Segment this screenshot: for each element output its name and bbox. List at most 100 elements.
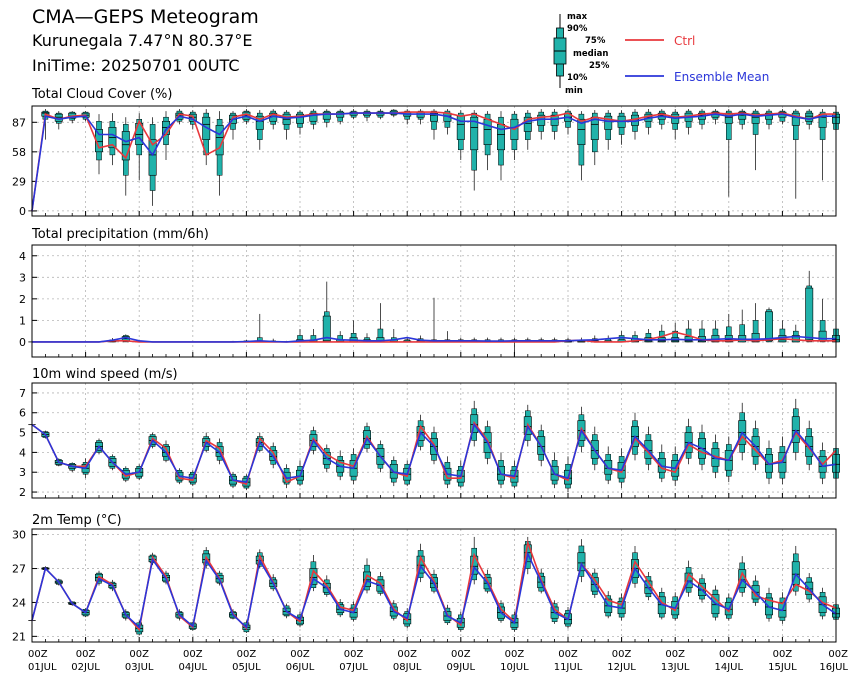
init-time-label: IniTime: 20250701 00UTC [32,56,240,75]
panel-2: 0 1 2 3 4 [19,244,840,358]
box-inner [791,112,800,126]
y-tick-label: 21 [12,630,26,643]
plot-frame [31,244,837,358]
panel-title: Total Cloud Cover (%) [31,87,172,102]
box-inner [363,571,371,587]
legend-box-label: 90% [567,24,588,34]
x-tick-label-date: 08JUL [393,662,422,673]
x-tick-label-hour: 00Z [505,649,525,660]
ctrl-line [31,539,837,632]
plot-frame [31,105,837,217]
y-tick-label: 27 [12,563,26,576]
plot-frame [31,382,837,499]
box-inner [791,335,800,343]
x-tick-label-hour: 00Z [665,649,685,660]
ctrl-line [31,111,836,212]
x-tick-label-date: 14JUL [715,662,744,673]
ensemble-mean-line [32,335,836,343]
x-tick-label-date: 12JUL [607,662,636,673]
box-inner [805,287,814,341]
plot-frame [31,528,837,643]
box-9 [148,117,157,206]
x-tick-label-date: 11JUL [554,662,583,673]
ensemble-mean-line [31,112,836,212]
x-tick-label-hour: 00Z [558,649,578,660]
box-19 [282,110,291,140]
x-tick-label-hour: 00Z [344,649,364,660]
x-tick-label-date: 04JUL [179,662,208,673]
x-tick-label-hour: 00Z [76,649,96,660]
box-inner [483,118,492,146]
x-tick-label-hour: 00Z [719,649,739,660]
y-tick-label: 4 [19,250,26,263]
legend-box-glyph [553,14,567,88]
x-tick-label-hour: 00Z [28,649,48,660]
box-inner [523,116,532,132]
box-inner [724,112,733,124]
y-tick-label: 4 [19,446,26,459]
ctrl-line [31,420,837,486]
legend-box-label: 10% [567,73,588,83]
panel-title: 10m wind speed (m/s) [32,367,178,382]
box-43 [604,110,613,150]
ensemble-mean-line [31,551,837,629]
ensemble-mean-line [31,422,837,483]
x-tick-label-date: 15JUL [768,662,797,673]
x-tick-label-hour: 00Z [237,649,257,660]
y-tick-label: 24 [12,596,26,609]
box-inner [430,112,438,122]
y-tick-label: 87 [12,116,26,129]
x-tick-label-hour: 00Z [773,649,793,660]
x-tick-label-date: 13JUL [661,662,690,673]
legend-box-label: min [565,86,583,96]
x-tick-label-date: 03JUL [125,662,154,673]
y-tick-label: 0 [19,336,26,349]
legend-ctrl-label: Ctrl [674,34,695,48]
x-tick-label-hour: 00Z [129,649,149,660]
legend-box-label: median [573,49,608,59]
y-tick-label: 6 [19,407,26,420]
x-tick-label-date: 10JUL [500,662,529,673]
y-tick-label: 0 [19,205,26,218]
box-inner [309,112,318,122]
x-tick-label-date: 07JUL [339,662,368,673]
x-tick-label-date: 16JUL [819,662,848,673]
box-inner [309,568,318,585]
panel-title: Total precipitation (mm/6h) [31,227,209,242]
box-inner [550,114,559,126]
x-tick-label-date: 09JUL [447,662,476,673]
y-tick-label: 5 [19,427,26,440]
box-outer [726,110,732,140]
x-tick-label-hour: 00Z [290,649,310,660]
panel-1: 0 29 58 87 [12,105,840,218]
x-tick-label-date: 05JUL [232,662,261,673]
box-inner [805,112,814,122]
box-inner [577,552,586,572]
x-tick-label-hour: 00Z [397,649,417,660]
panel-3: 2 3 4 5 6 7 [19,382,840,499]
box-37 [523,110,532,150]
x-tick-label-date: 01JUL [28,662,57,673]
y-tick-label: 2 [19,486,26,499]
chart-title: CMA—GEPS Meteogram [32,6,259,28]
y-tick-label: 30 [12,529,26,542]
box-inner [738,111,747,120]
box-inner [604,115,613,130]
box-inner [751,112,760,124]
y-tick-label: 7 [19,387,26,400]
box-41 [577,539,586,583]
box-55 [765,307,773,343]
box-inner [296,113,304,124]
box-33 [470,110,479,191]
box-52 [724,109,733,197]
box-inner [577,118,586,146]
panel-title: 2m Temp (°C) [32,513,122,528]
box-inner [148,139,157,176]
location-label: Kurunegala 7.47°N 80.37°E [32,31,253,50]
y-tick-label: 3 [19,466,26,479]
box-inner [322,111,331,120]
legend-mean-label: Ensemble Mean [674,70,769,84]
box-inner [751,333,760,343]
box-inner [470,116,479,151]
